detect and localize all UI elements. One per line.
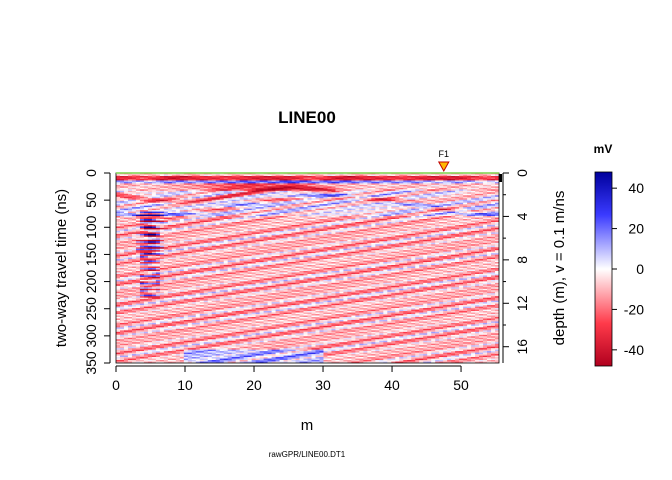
y-tick-label: 150 <box>83 243 99 267</box>
y-tick-label: 100 <box>83 215 99 239</box>
radargram-image <box>116 173 499 363</box>
y-tick-label: 50 <box>83 192 99 208</box>
y-tick-label: 200 <box>83 270 99 294</box>
y-axis-time: 0 50 100 150 200 250 300 350 <box>83 169 111 375</box>
fiducial-label: F1 <box>439 149 450 159</box>
colorbar-gradient <box>594 171 613 367</box>
x-axis: 0 10 20 30 40 50 <box>112 365 469 393</box>
footer-filename: rawGPR/LINE00.DT1 <box>269 450 346 459</box>
x-tick-label: 30 <box>315 377 331 393</box>
depth-tick-label: 16 <box>514 339 530 355</box>
depth-tick-label: 8 <box>514 256 530 264</box>
y-tick-label: 0 <box>83 169 99 177</box>
y-axis-label-right: depth (m), v = 0.1 m/ns <box>551 191 568 346</box>
colorbar-tick-label: -20 <box>624 301 644 317</box>
colorbar-title: mV <box>594 142 613 156</box>
y-tick-label: 300 <box>83 324 99 348</box>
x-tick-label: 40 <box>384 377 400 393</box>
chart-title: LINE00 <box>278 108 336 127</box>
surface-marker <box>499 174 502 182</box>
x-tick-label: 20 <box>246 377 262 393</box>
y-axis-depth: 0 4 8 12 16 <box>499 169 530 363</box>
x-tick-label: 10 <box>177 377 193 393</box>
fiducial-triangle-icon <box>437 161 450 173</box>
y-tick-label: 350 <box>83 351 99 375</box>
x-tick-label: 50 <box>453 377 469 393</box>
colorbar-tick-label: -40 <box>624 342 644 358</box>
depth-tick-label: 0 <box>514 169 530 177</box>
y-tick-label: 250 <box>83 297 99 321</box>
colorbar-tick-label: 0 <box>636 261 644 277</box>
depth-tick-label: 4 <box>514 212 530 220</box>
x-tick-label: 0 <box>112 377 120 393</box>
fiducial-marker: F1 <box>437 149 450 173</box>
colorbar: mV 40 20 0 -20 -40 <box>594 142 644 367</box>
depth-tick-label: 12 <box>514 295 530 311</box>
colorbar-tick-label: 40 <box>628 180 644 196</box>
x-axis-label: m <box>301 417 314 434</box>
colorbar-tick-label: 20 <box>628 221 644 237</box>
y-axis-label-left: two-way travel time (ns) <box>53 189 70 347</box>
colorbar-ticks: 40 20 0 -20 -40 <box>612 180 644 358</box>
